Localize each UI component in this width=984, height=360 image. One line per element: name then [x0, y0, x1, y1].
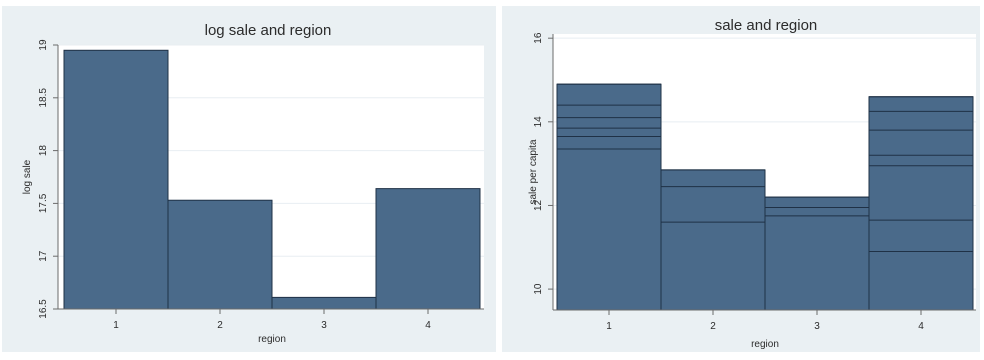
x-tick-label: 1: [606, 321, 612, 332]
bar: [556, 83, 662, 311]
bars: [556, 83, 974, 311]
y-tick-label: 16.5: [38, 299, 49, 319]
x-tick-label: 3: [814, 321, 820, 332]
y-tick-label: 18.5: [38, 88, 49, 108]
x-tick-label: 1: [113, 320, 119, 331]
y-tick-label: 17.5: [38, 193, 49, 213]
y-tick-label: 18: [38, 145, 49, 157]
x-tick-label: 2: [710, 321, 716, 332]
bars: [63, 49, 481, 310]
x-tick-label: 4: [425, 320, 431, 331]
bar: [63, 49, 169, 310]
y-tick-label: 17: [38, 250, 49, 262]
x-tick-label: 3: [321, 320, 327, 331]
x-ticks: 1 2 3 4: [606, 310, 924, 332]
x-axis-label: region: [258, 334, 286, 345]
chart-log-sale: log sale and region 16.5 17 17.5 18 18.5 19 1…: [2, 6, 496, 352]
y-ticks: 16.5 17 17.5 18 18.5 19: [38, 39, 58, 319]
bar: [660, 169, 766, 311]
bar: [868, 96, 974, 311]
chart-title: sale and region: [715, 17, 818, 34]
y-tick-label: 16: [533, 32, 544, 44]
bar: [271, 296, 377, 310]
bar: [167, 199, 273, 310]
x-tick-label: 4: [918, 321, 924, 332]
x-tick-label: 2: [217, 320, 223, 331]
y-axis-label: sale per capita: [528, 139, 539, 204]
y-tick-label: 14: [533, 116, 544, 128]
y-tick-label: 12: [533, 199, 544, 211]
x-ticks: 1 2 3 4: [113, 309, 431, 331]
y-axis-label: log sale: [22, 159, 33, 194]
y-ticks: 10 12 14 16: [533, 32, 553, 295]
y-tick-label: 10: [533, 283, 544, 295]
y-tick-label: 19: [38, 39, 49, 51]
chart-title: log sale and region: [205, 22, 332, 39]
bar: [764, 196, 870, 311]
bar: [375, 188, 481, 310]
x-axis-label: region: [751, 339, 779, 350]
